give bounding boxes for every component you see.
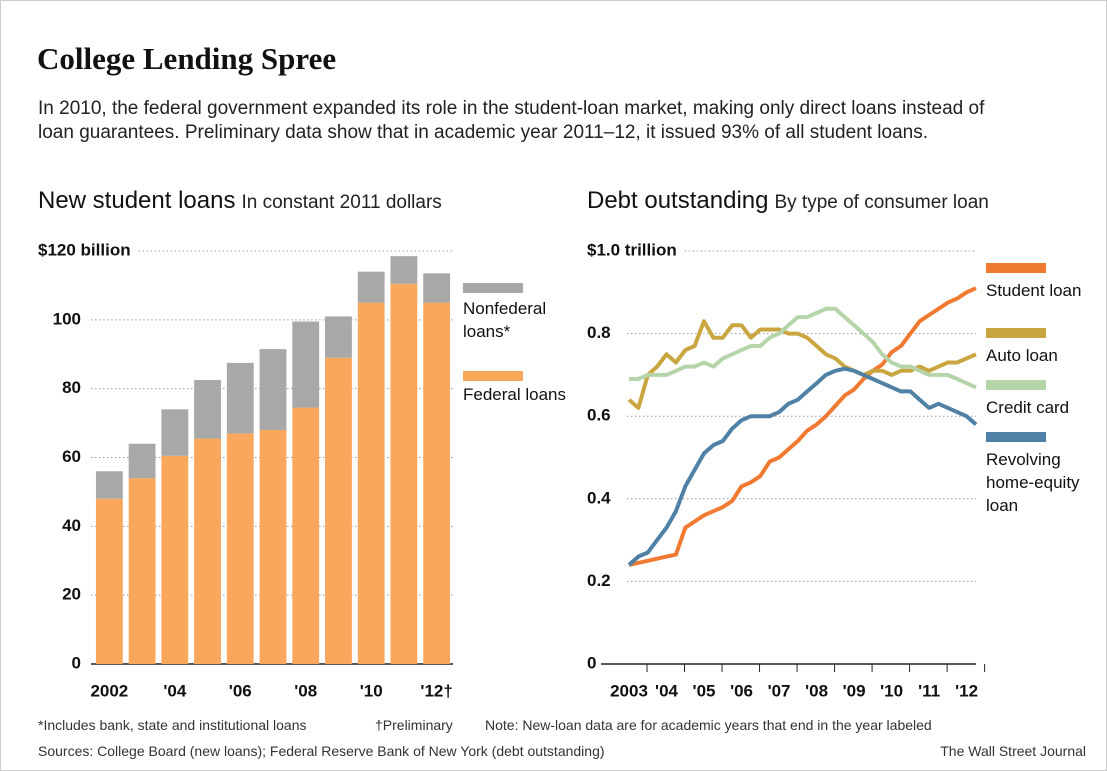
legend-label: Student loan bbox=[986, 281, 1082, 300]
bar-segment bbox=[390, 256, 418, 284]
bar-segment bbox=[292, 321, 320, 408]
x-tick-label: 2002 bbox=[90, 681, 128, 700]
bar-segment bbox=[259, 429, 287, 664]
bar-segment bbox=[423, 302, 451, 664]
bar-segment bbox=[325, 316, 352, 358]
chart-subtitle: By type of consumer loan bbox=[774, 192, 989, 213]
y-tick-label: 20 bbox=[62, 585, 81, 604]
y-tick-label: 0.8 bbox=[587, 323, 611, 342]
bar-segment bbox=[226, 362, 254, 434]
x-tick-label: '12 bbox=[955, 681, 978, 700]
bar-segment bbox=[390, 283, 418, 664]
line bbox=[628, 286, 977, 567]
legend-swatch bbox=[986, 380, 1046, 390]
bar-segment bbox=[259, 349, 287, 430]
legend-label: Revolving home-equity loan bbox=[986, 450, 1080, 515]
x-tick-label: '04 bbox=[655, 681, 678, 700]
bar-segment bbox=[95, 471, 123, 499]
chart-subtitle: In constant 2011 dollars bbox=[241, 192, 442, 213]
line bbox=[627, 319, 977, 410]
legend-label: Auto loan bbox=[986, 346, 1058, 365]
footnote: †Preliminary bbox=[375, 717, 453, 733]
chart-title: Debt outstanding By type of consumer loan bbox=[587, 187, 989, 215]
bar-segment bbox=[226, 433, 254, 664]
y-tick-label: 0.6 bbox=[587, 406, 611, 425]
credit: The Wall Street Journal bbox=[940, 743, 1086, 759]
x-tick-label: '08 bbox=[805, 681, 828, 700]
source: Sources: College Board (new loans); Fede… bbox=[38, 743, 605, 759]
bar-segment bbox=[357, 302, 385, 664]
y-tick-label: 60 bbox=[62, 447, 81, 466]
bar-segment bbox=[194, 380, 221, 439]
y-tick-label: 40 bbox=[62, 516, 81, 535]
legend-swatch bbox=[986, 263, 1046, 273]
legend-swatch bbox=[986, 328, 1046, 338]
x-tick-label: '10 bbox=[360, 681, 383, 700]
bar-segment bbox=[423, 273, 451, 303]
bar-segment bbox=[292, 407, 320, 664]
x-tick-label: '08 bbox=[294, 681, 317, 700]
bar-segment bbox=[95, 498, 123, 664]
y-tick-label: 0.2 bbox=[587, 571, 611, 590]
line bbox=[627, 366, 978, 567]
legend-swatch bbox=[463, 371, 523, 381]
chart-title-text: New student loans bbox=[38, 187, 236, 214]
legend-label: Credit card bbox=[986, 398, 1070, 417]
bar-segment bbox=[357, 271, 385, 303]
bar-segment bbox=[128, 478, 156, 664]
line bbox=[629, 306, 977, 390]
x-tick-label: '12† bbox=[420, 681, 452, 700]
subtitle: In 2010, the federal government expanded… bbox=[38, 98, 985, 143]
legend-swatch bbox=[463, 283, 523, 293]
chart-title-text: Debt outstanding bbox=[587, 187, 769, 214]
y-tick-label: 0 bbox=[587, 653, 596, 672]
chart-title: New student loans In constant 2011 dollar… bbox=[38, 187, 442, 215]
y-tick-label: 0.4 bbox=[587, 488, 611, 507]
legend-swatch bbox=[986, 432, 1046, 442]
bar-segment bbox=[325, 357, 352, 664]
bar-segment bbox=[161, 455, 189, 664]
y-tick-label: 100 bbox=[53, 309, 81, 328]
x-tick-label: '11 bbox=[918, 681, 940, 700]
y-tick-label: 80 bbox=[62, 378, 81, 397]
bar-segment bbox=[128, 443, 156, 479]
legend-label: Federal loans bbox=[463, 385, 567, 404]
bar-segment bbox=[194, 438, 221, 664]
x-tick-label: '09 bbox=[843, 681, 866, 700]
x-tick-label: '05 bbox=[693, 681, 716, 700]
x-tick-label: '06 bbox=[730, 681, 753, 700]
x-tick-label: '06 bbox=[229, 681, 252, 700]
legend-label: Nonfederal loans* bbox=[463, 299, 547, 341]
x-tick-label: '07 bbox=[768, 681, 791, 700]
footnote: Note: New-loan data are for academic yea… bbox=[485, 717, 932, 733]
x-tick-label: '04 bbox=[163, 681, 186, 700]
footnote: *Includes bank, state and institutional … bbox=[38, 717, 307, 733]
y-tick-label: $1.0 trillion bbox=[587, 240, 677, 259]
y-tick-label: 0 bbox=[72, 653, 81, 672]
bar-segment bbox=[161, 409, 189, 456]
y-tick-label: $120 billion bbox=[38, 240, 131, 259]
x-tick-label: 2003 bbox=[610, 681, 648, 700]
x-tick-label: '10 bbox=[880, 681, 903, 700]
title: College Lending Spree bbox=[37, 41, 337, 76]
